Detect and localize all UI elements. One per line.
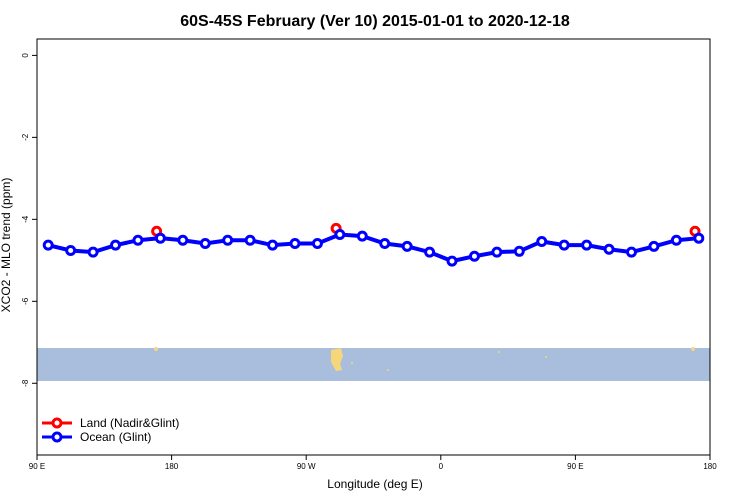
point	[289, 238, 301, 250]
point	[132, 234, 144, 246]
x-tick-label: 180	[165, 462, 179, 471]
y-tick-label: -6	[21, 297, 30, 305]
map-strip	[37, 347, 710, 381]
point	[558, 239, 570, 251]
point	[379, 238, 391, 250]
point	[648, 240, 660, 252]
y-tick-label: -2	[21, 133, 30, 141]
point	[693, 232, 705, 244]
point	[334, 228, 346, 240]
x-tick-label: 180	[703, 462, 717, 471]
point	[65, 244, 77, 256]
point	[42, 239, 54, 251]
x-tick-label: 0	[439, 462, 444, 471]
point	[356, 230, 368, 242]
y-axis-label: XCO2 - MLO trend (ppm)	[0, 178, 13, 313]
chart-title: 60S-45S February (Ver 10) 2015-01-01 to …	[180, 13, 570, 30]
legend-marker	[51, 417, 63, 429]
point	[177, 234, 189, 246]
y-tick-label: 0	[21, 53, 30, 58]
plot-frame	[36, 38, 711, 456]
point	[468, 250, 480, 262]
point	[625, 246, 637, 258]
point	[311, 238, 323, 250]
legend-label: Land (Nadir&Glint)	[80, 416, 179, 430]
point	[513, 245, 525, 257]
series-line	[47, 232, 699, 264]
point	[603, 243, 615, 255]
point	[536, 235, 548, 247]
point	[267, 239, 279, 251]
y-tick-label: -4	[21, 215, 30, 223]
point	[110, 239, 122, 251]
point	[424, 246, 436, 258]
point	[401, 240, 413, 252]
point	[244, 234, 256, 246]
point	[491, 246, 503, 258]
legend-marker	[51, 431, 63, 443]
x-tick-label: 90 W	[297, 462, 316, 471]
legend-label: Ocean (Glint)	[80, 430, 151, 444]
point	[446, 255, 458, 267]
point	[222, 234, 234, 246]
x-tick-label: 90 E	[29, 462, 45, 471]
point	[670, 234, 682, 246]
y-tick-label: -8	[21, 379, 30, 387]
point	[154, 232, 166, 244]
point	[87, 246, 99, 258]
point	[199, 238, 211, 250]
x-tick-label: 90 E	[567, 462, 583, 471]
point	[581, 239, 593, 251]
x-axis-label: Longitude (deg E)	[327, 477, 422, 491]
